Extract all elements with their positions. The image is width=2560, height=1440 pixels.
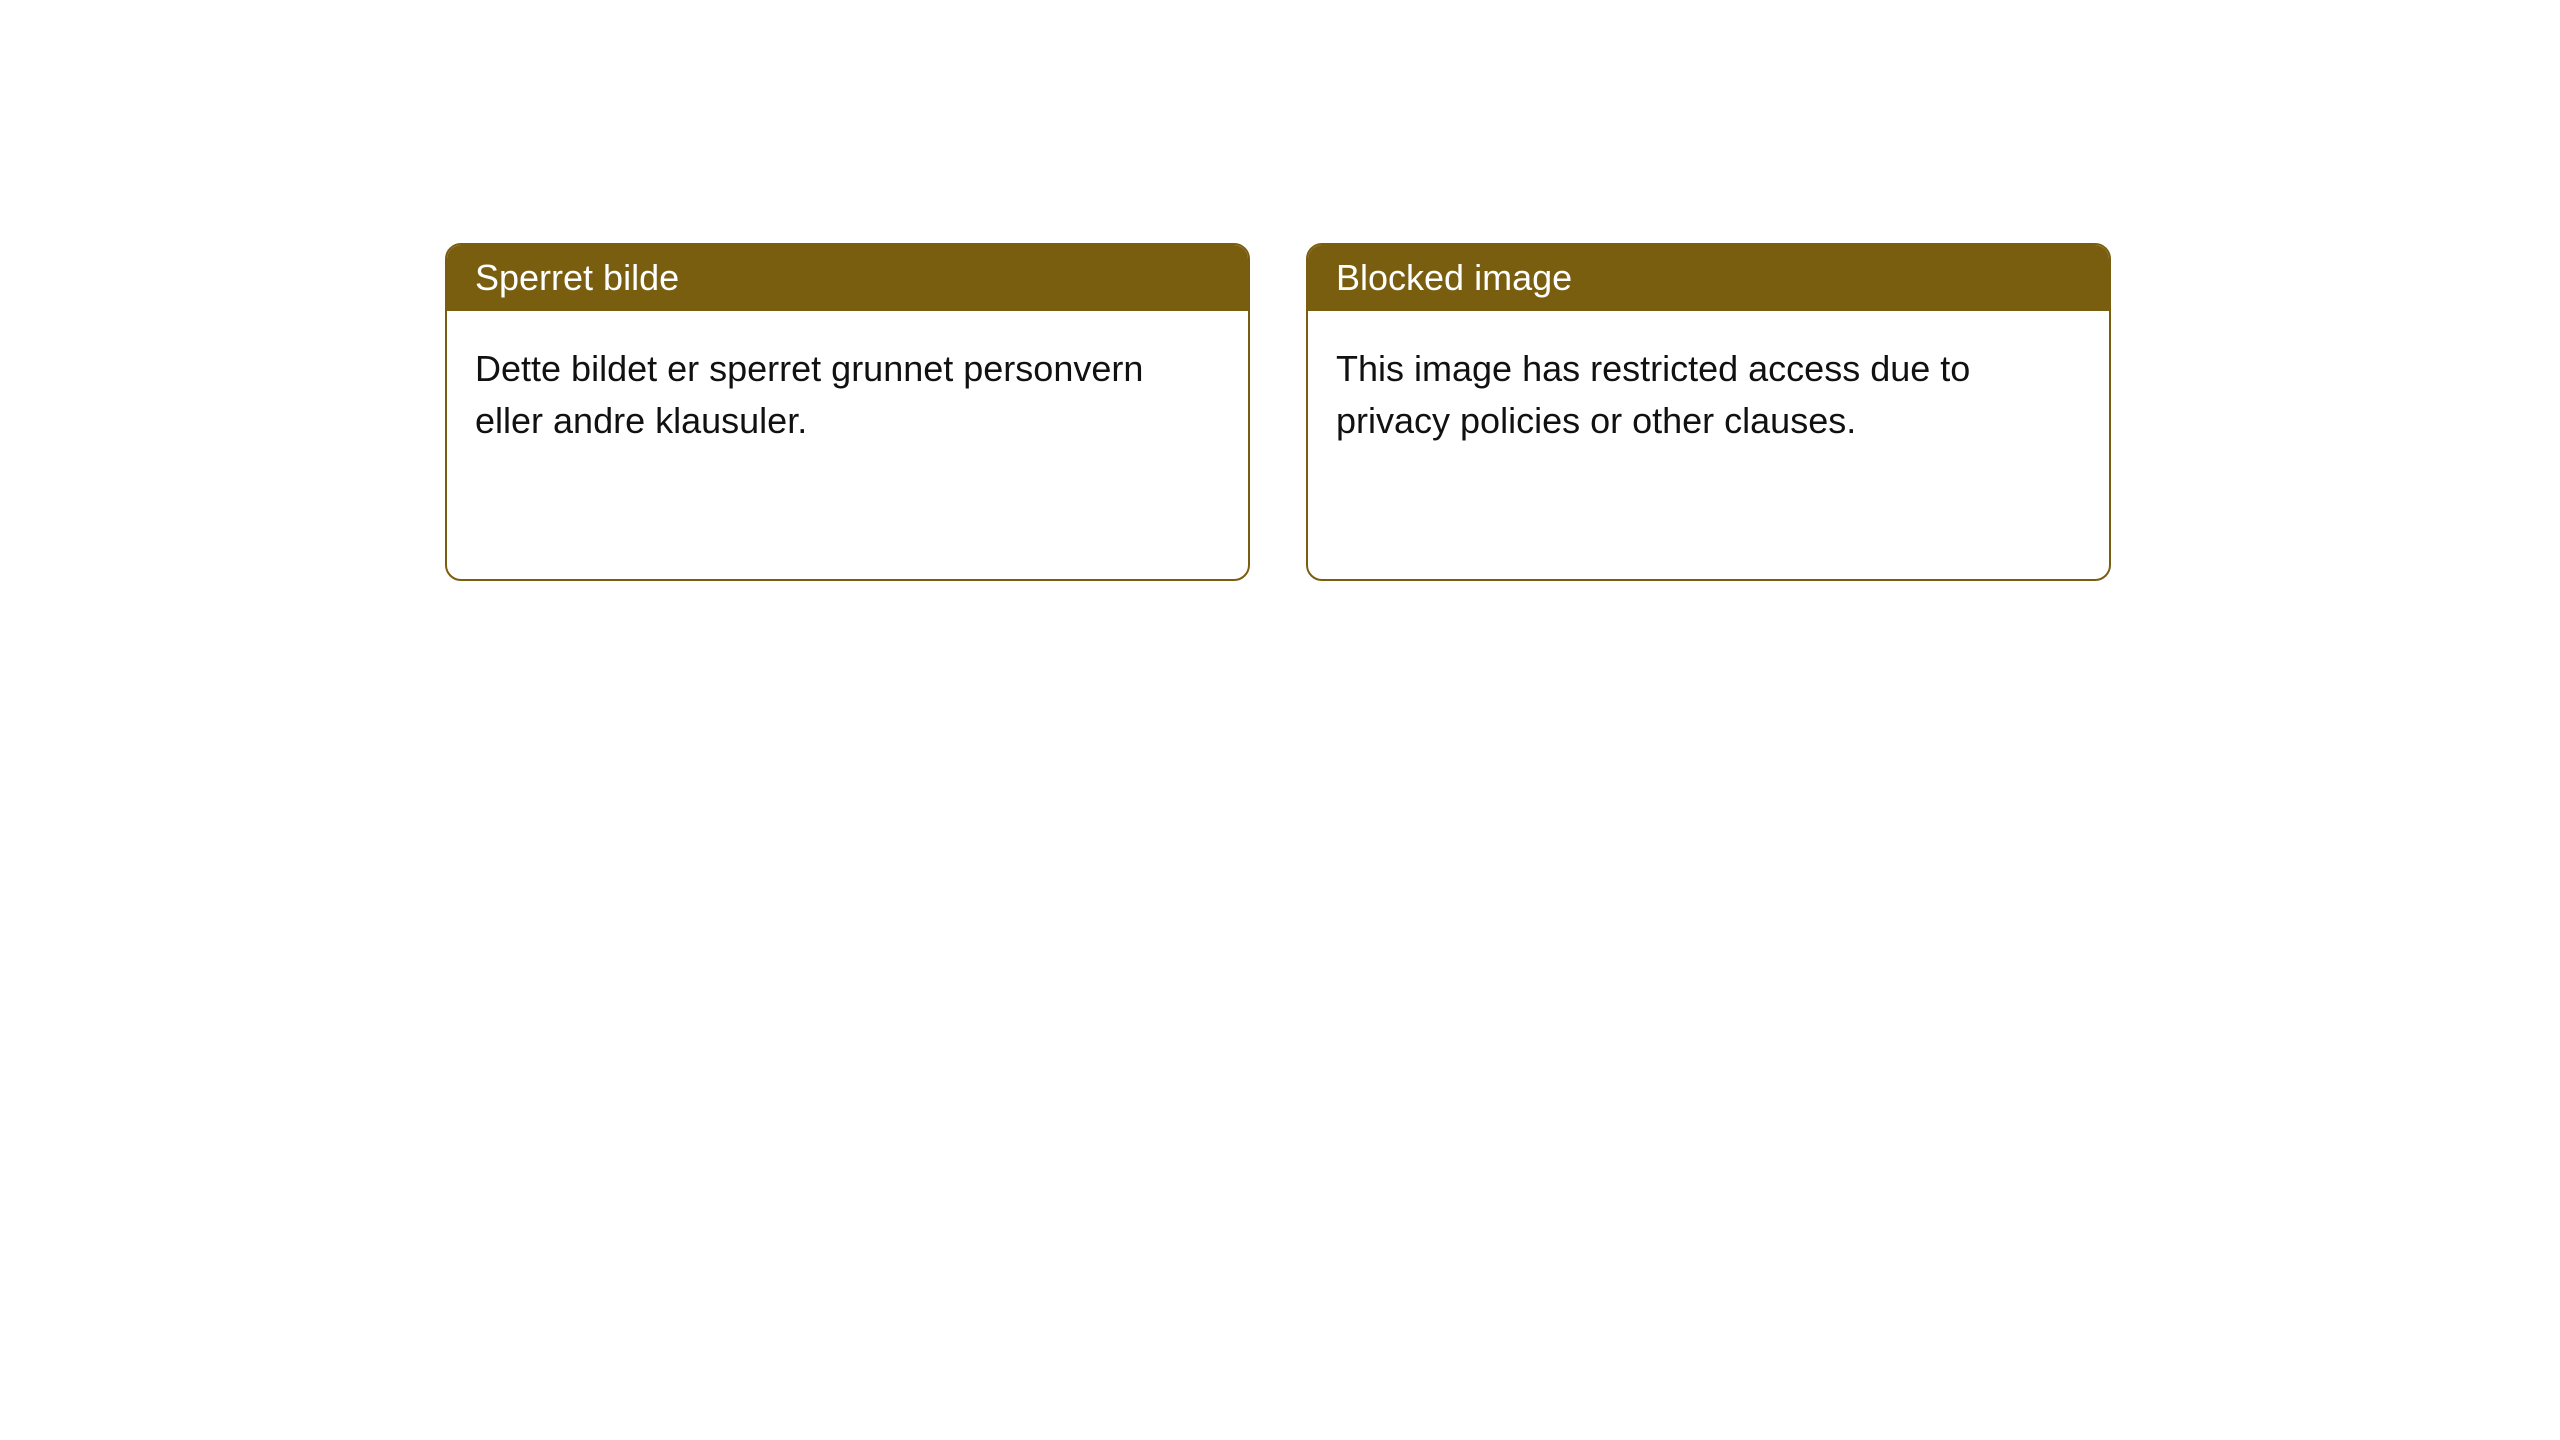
blocked-image-card-en: Blocked image This image has restricted … [1306, 243, 2111, 581]
card-body-en: This image has restricted access due to … [1308, 311, 2109, 479]
card-title-en: Blocked image [1336, 257, 1572, 298]
card-header-en: Blocked image [1308, 245, 2109, 311]
card-body-text-no: Dette bildet er sperret grunnet personve… [475, 348, 1143, 441]
blocked-image-card-no: Sperret bilde Dette bildet er sperret gr… [445, 243, 1250, 581]
card-body-text-en: This image has restricted access due to … [1336, 348, 1970, 441]
cards-container: Sperret bilde Dette bildet er sperret gr… [445, 243, 2111, 581]
card-header-no: Sperret bilde [447, 245, 1248, 311]
card-title-no: Sperret bilde [475, 257, 679, 298]
card-body-no: Dette bildet er sperret grunnet personve… [447, 311, 1248, 479]
